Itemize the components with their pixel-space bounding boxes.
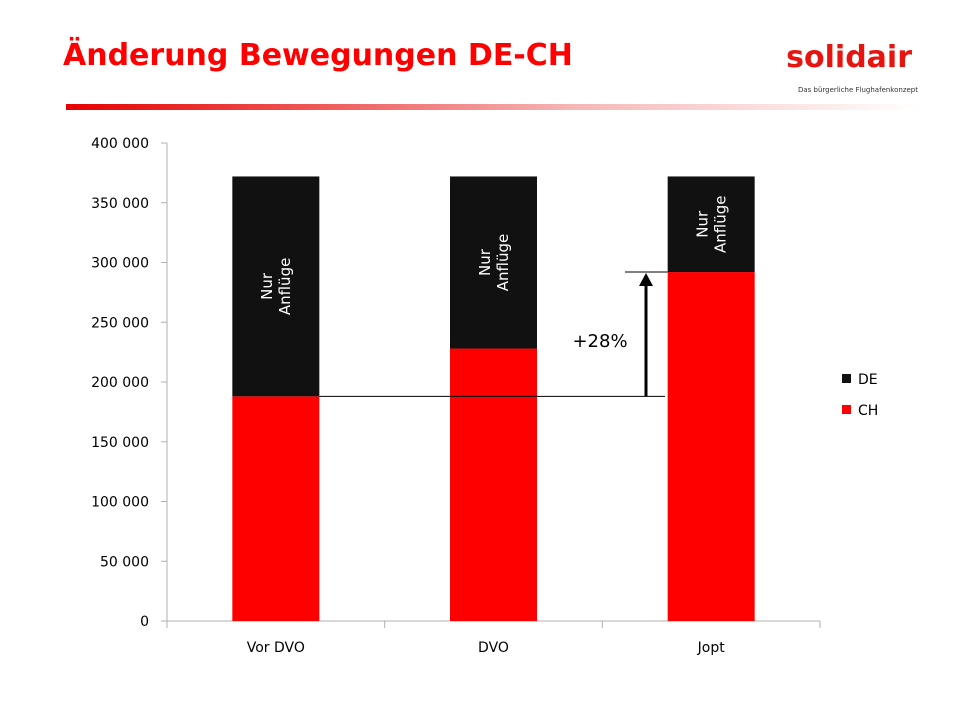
bar-ch [232, 396, 320, 621]
y-tick-label: 300 000 [91, 256, 149, 272]
y-tick-label: 250 000 [91, 315, 149, 331]
legend-label-de: DE [858, 372, 878, 388]
bar-de [667, 176, 755, 273]
y-tick-label: 350 000 [91, 196, 149, 212]
annotation-label: +28% [572, 331, 627, 352]
bar-ch [667, 272, 755, 621]
brand-logo: solidair [786, 40, 912, 75]
bar-label: NurAnflüge [693, 196, 729, 253]
bar-label: NurAnflüge [476, 234, 512, 291]
bar-label: NurAnflüge [258, 258, 294, 315]
brand-tagline: Das bürgerliche Flughafenkonzept [798, 86, 918, 94]
x-tick-label: Jopt [697, 640, 726, 656]
legend-swatch-de [842, 374, 851, 383]
y-tick-label: 150 000 [91, 435, 149, 451]
legend-label-ch: CH [858, 403, 878, 419]
y-tick-label: 0 [140, 614, 149, 630]
x-tick-label: DVO [478, 640, 509, 656]
title-underline [66, 104, 920, 110]
bar-de [232, 176, 320, 397]
y-tick-label: 200 000 [91, 375, 149, 391]
bar-ch [450, 348, 537, 621]
y-tick-label: 400 000 [91, 136, 149, 152]
legend-swatch-ch [842, 405, 851, 414]
bar-de [450, 176, 537, 349]
x-tick-label: Vor DVO [247, 640, 305, 656]
y-tick-label: 50 000 [100, 554, 149, 570]
increase-arrow-head [639, 273, 653, 287]
slide-title: Änderung Bewegungen DE-CH [63, 38, 573, 73]
y-tick-label: 100 000 [91, 495, 149, 511]
